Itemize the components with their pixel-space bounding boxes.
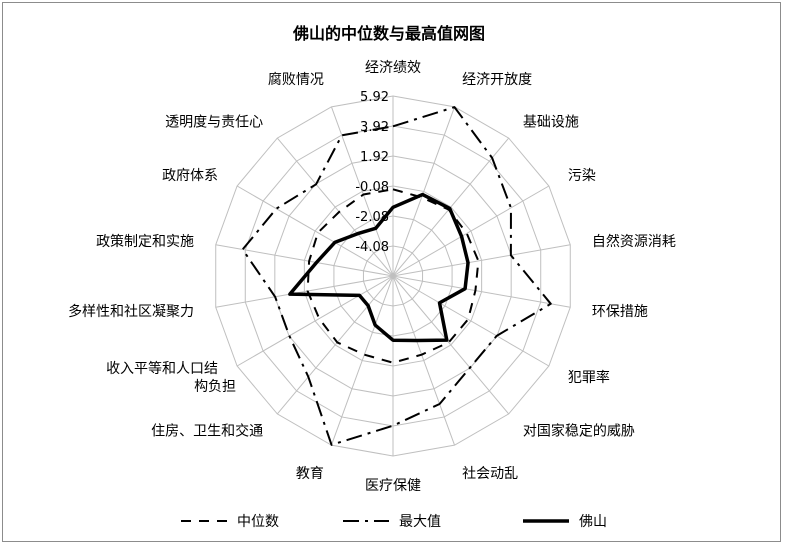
chart-frame: 佛山的中位数与最高值网图 -4.08 -2.08 -0.08 1.92 3.92 5.92… bbox=[2, 2, 781, 542]
radial-axis-ticks: -4.08 -2.08 -0.08 1.92 3.92 5.92 bbox=[355, 90, 389, 255]
category-label: 经济绩效 bbox=[365, 60, 421, 76]
series-line-2 bbox=[288, 192, 470, 343]
grid-spoke bbox=[392, 185, 550, 277]
grid-spoke bbox=[236, 185, 394, 277]
category-label: 住房、卫生和交通 bbox=[151, 423, 263, 440]
grid-spoke bbox=[392, 275, 510, 415]
category-label: 环保措施 bbox=[592, 304, 648, 320]
category-label: 自然资源消耗 bbox=[592, 233, 676, 250]
category-label: 收入平等和人口结构负担 bbox=[106, 360, 236, 395]
grid-spoke bbox=[392, 106, 456, 277]
grid-spoke bbox=[215, 244, 394, 277]
tick-label: -4.08 bbox=[355, 240, 389, 255]
radar-grid bbox=[215, 95, 571, 457]
category-label: 污染 bbox=[568, 168, 596, 184]
grid-spoke bbox=[392, 275, 571, 308]
category-label: 政策制定和实施 bbox=[96, 233, 194, 250]
tick-label: -0.08 bbox=[355, 180, 389, 195]
category-label: 透明度与责任心 bbox=[165, 114, 263, 130]
legend-label-1: 最大值 bbox=[399, 514, 441, 530]
legend-label-0: 中位数 bbox=[237, 514, 279, 530]
radar-series bbox=[241, 106, 552, 446]
grid-spoke bbox=[392, 137, 510, 277]
grid-spoke bbox=[236, 275, 394, 367]
category-label: 基础设施 bbox=[523, 113, 579, 130]
category-label: 教育 bbox=[296, 466, 324, 482]
category-label: 医疗保健 bbox=[365, 478, 421, 494]
category-label: 犯罪率 bbox=[568, 369, 610, 386]
category-label: 政府体系 bbox=[162, 168, 218, 184]
tick-label: 1.92 bbox=[360, 150, 389, 165]
series-line-1 bbox=[241, 106, 552, 446]
category-label: 对国家稳定的威胁 bbox=[523, 423, 635, 440]
grid-spoke bbox=[392, 275, 550, 367]
grid-spoke bbox=[392, 275, 456, 446]
grid-spoke bbox=[276, 137, 394, 277]
radar-chart: 佛山的中位数与最高值网图 -4.08 -2.08 -0.08 1.92 3.92 5.92… bbox=[68, 24, 676, 530]
grid-spoke bbox=[330, 275, 394, 446]
category-label: 社会动乱 bbox=[462, 466, 518, 482]
category-label: 腐败情况 bbox=[268, 71, 324, 88]
legend: 中位数 最大值 佛山 bbox=[181, 514, 607, 530]
category-label: 经济开放度 bbox=[462, 72, 532, 88]
grid-spoke bbox=[330, 106, 394, 277]
tick-label: 5.92 bbox=[360, 90, 389, 105]
category-labels: 经济绩效经济开放度基础设施污染自然资源消耗环保措施犯罪率对国家稳定的威胁社会动乱… bbox=[68, 60, 676, 494]
legend-label-2: 佛山 bbox=[579, 514, 607, 530]
grid-spoke bbox=[215, 275, 394, 308]
tick-label: -2.08 bbox=[355, 210, 389, 225]
tick-label: 3.92 bbox=[360, 120, 389, 135]
chart-title: 佛山的中位数与最高值网图 bbox=[292, 24, 485, 43]
category-label: 多样性和社区凝聚力 bbox=[68, 303, 194, 320]
grid-spoke bbox=[276, 275, 394, 415]
grid-spoke bbox=[392, 244, 571, 277]
